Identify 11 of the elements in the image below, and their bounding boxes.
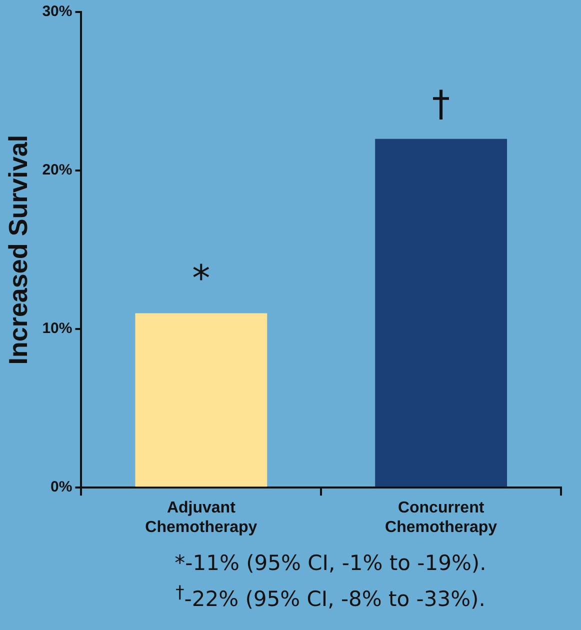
y-tick-label: 30% xyxy=(42,3,72,20)
annotation: * xyxy=(192,258,210,300)
x-tick-label: Adjuvant Chemotherapy xyxy=(145,500,258,536)
y-tick-label: 0% xyxy=(50,478,72,496)
annotation: † xyxy=(432,84,450,126)
y-axis-title: Increased Survival xyxy=(2,134,33,365)
x-tick-label: Concurrent Chemotherapy xyxy=(385,500,498,536)
y-tick-label: 20% xyxy=(42,162,72,179)
y-tick-label: 10% xyxy=(42,320,72,338)
text: $^{†}$-22% (95% CI, -8% to -33%). xyxy=(174,582,486,613)
text: *-11% (95% CI, -1% to -19%). xyxy=(174,550,488,577)
